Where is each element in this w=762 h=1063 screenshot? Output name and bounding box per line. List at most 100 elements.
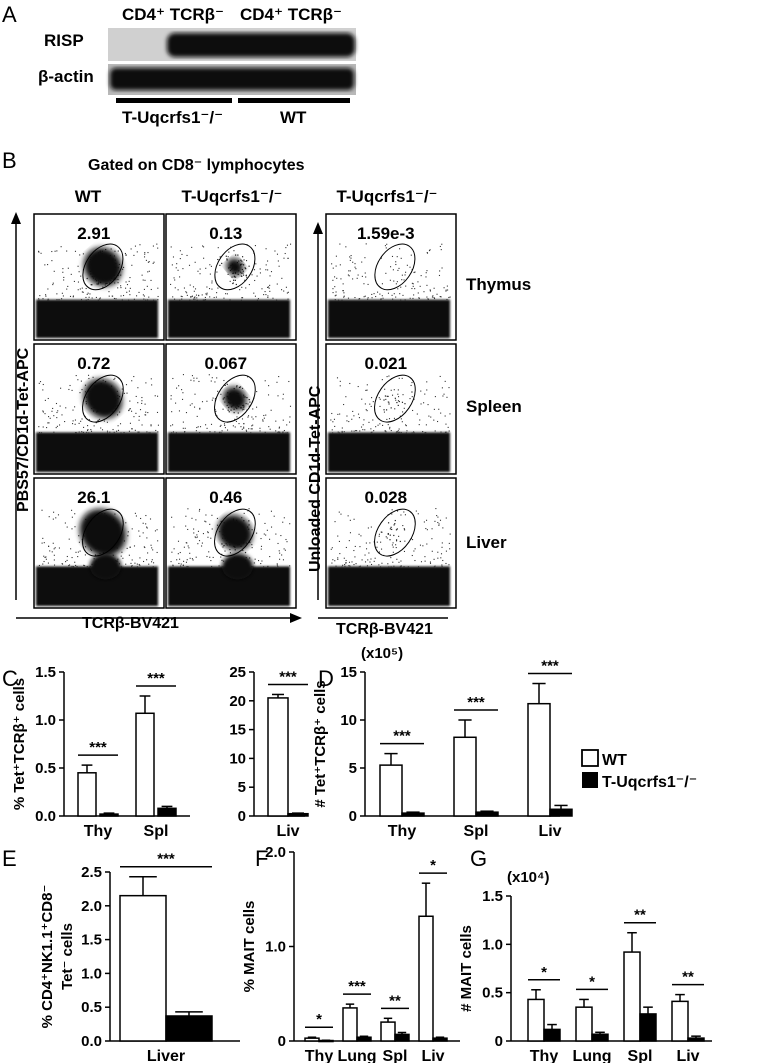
event-dot: [349, 259, 351, 261]
event-dot: [77, 379, 79, 381]
event-dot: [269, 556, 271, 558]
event-dot: [434, 565, 436, 567]
event-dot: [131, 528, 133, 530]
category-label: Liver: [147, 1048, 185, 1063]
gate-outline: [214, 243, 256, 291]
event-dot: [222, 408, 224, 410]
event-dot: [77, 289, 79, 291]
event-dot: [443, 393, 445, 395]
event-dot: [341, 427, 343, 429]
event-dot: [363, 296, 365, 298]
event-dot: [199, 408, 201, 410]
event-dot: [187, 566, 189, 568]
event-dot: [143, 295, 145, 297]
event-dot: [331, 562, 333, 564]
event-dot: [397, 431, 399, 433]
significance-marker: *: [589, 973, 595, 990]
event-dot: [44, 264, 46, 266]
event-dot: [171, 411, 173, 413]
event-dot: [422, 545, 424, 547]
event-dot: [252, 418, 254, 420]
event-dot: [207, 536, 209, 538]
event-dot: [426, 251, 428, 254]
event-dot: [339, 413, 341, 415]
bar-ko: [549, 808, 573, 817]
event-dot: [156, 411, 159, 413]
panel-letter-c: C: [2, 666, 18, 691]
event-dot: [425, 519, 428, 521]
event-dot: [193, 528, 195, 530]
event-dot: [268, 385, 270, 387]
event-dot: [144, 252, 146, 254]
event-dot: [270, 526, 273, 528]
event-dot: [401, 274, 403, 276]
event-dot: [395, 283, 397, 285]
event-dot: [247, 416, 249, 418]
event-dot: [47, 298, 49, 300]
event-dot: [127, 531, 129, 533]
event-dot: [235, 254, 237, 256]
event-dot: [172, 377, 174, 380]
event-dot: [392, 269, 394, 271]
event-dot: [198, 540, 201, 542]
event-dot: [175, 387, 178, 389]
event-dot: [349, 565, 351, 567]
event-dot: [82, 431, 84, 433]
event-dot: [379, 293, 381, 295]
event-dot: [389, 428, 391, 430]
event-dot: [286, 541, 288, 543]
event-dot: [117, 429, 120, 431]
event-dot: [75, 432, 77, 434]
event-dot: [110, 248, 112, 250]
event-dot: [125, 254, 127, 256]
event-dot: [219, 425, 221, 427]
event-dot: [80, 275, 82, 277]
event-dot: [371, 397, 373, 399]
event-dot: [449, 548, 451, 550]
event-dot: [287, 298, 289, 300]
event-dot: [276, 564, 278, 566]
event-dot: [428, 415, 430, 417]
event-dot: [249, 557, 251, 559]
event-dot: [72, 295, 75, 297]
group-bar-ko: [116, 98, 232, 103]
event-dot: [245, 260, 248, 262]
bar-ko: [99, 813, 119, 817]
event-dot: [391, 294, 393, 296]
event-dot: [184, 427, 186, 429]
event-dot: [392, 298, 394, 300]
event-dot: [69, 384, 71, 387]
event-dot: [383, 399, 385, 401]
event-dot: [190, 296, 192, 298]
event-dot: [236, 416, 238, 418]
event-dot: [247, 376, 249, 378]
event-dot: [141, 424, 143, 426]
event-dot: [366, 389, 368, 391]
event-dot: [86, 277, 88, 280]
event-dot: [277, 395, 279, 397]
event-dot: [427, 298, 429, 300]
event-dot: [55, 402, 58, 405]
bar-ko: [287, 812, 309, 817]
event-dot: [134, 512, 136, 514]
y-tick-label: 2.5: [81, 864, 102, 881]
event-dot: [413, 550, 415, 552]
event-dot: [244, 279, 246, 281]
event-dot: [112, 295, 114, 297]
event-dot: [441, 565, 443, 567]
event-dot: [411, 282, 413, 284]
event-dot: [181, 389, 183, 391]
event-dot: [173, 277, 175, 279]
event-dot: [289, 565, 291, 567]
event-dot: [287, 432, 289, 434]
event-dot: [115, 298, 117, 300]
event-dot: [332, 432, 334, 434]
event-dot: [426, 529, 428, 531]
event-dot: [129, 546, 131, 548]
event-dot: [256, 532, 258, 534]
event-dot: [48, 422, 50, 424]
event-dot: [354, 556, 356, 558]
event-dot: [59, 405, 61, 407]
event-dot: [237, 412, 239, 414]
event-dot: [120, 285, 122, 287]
